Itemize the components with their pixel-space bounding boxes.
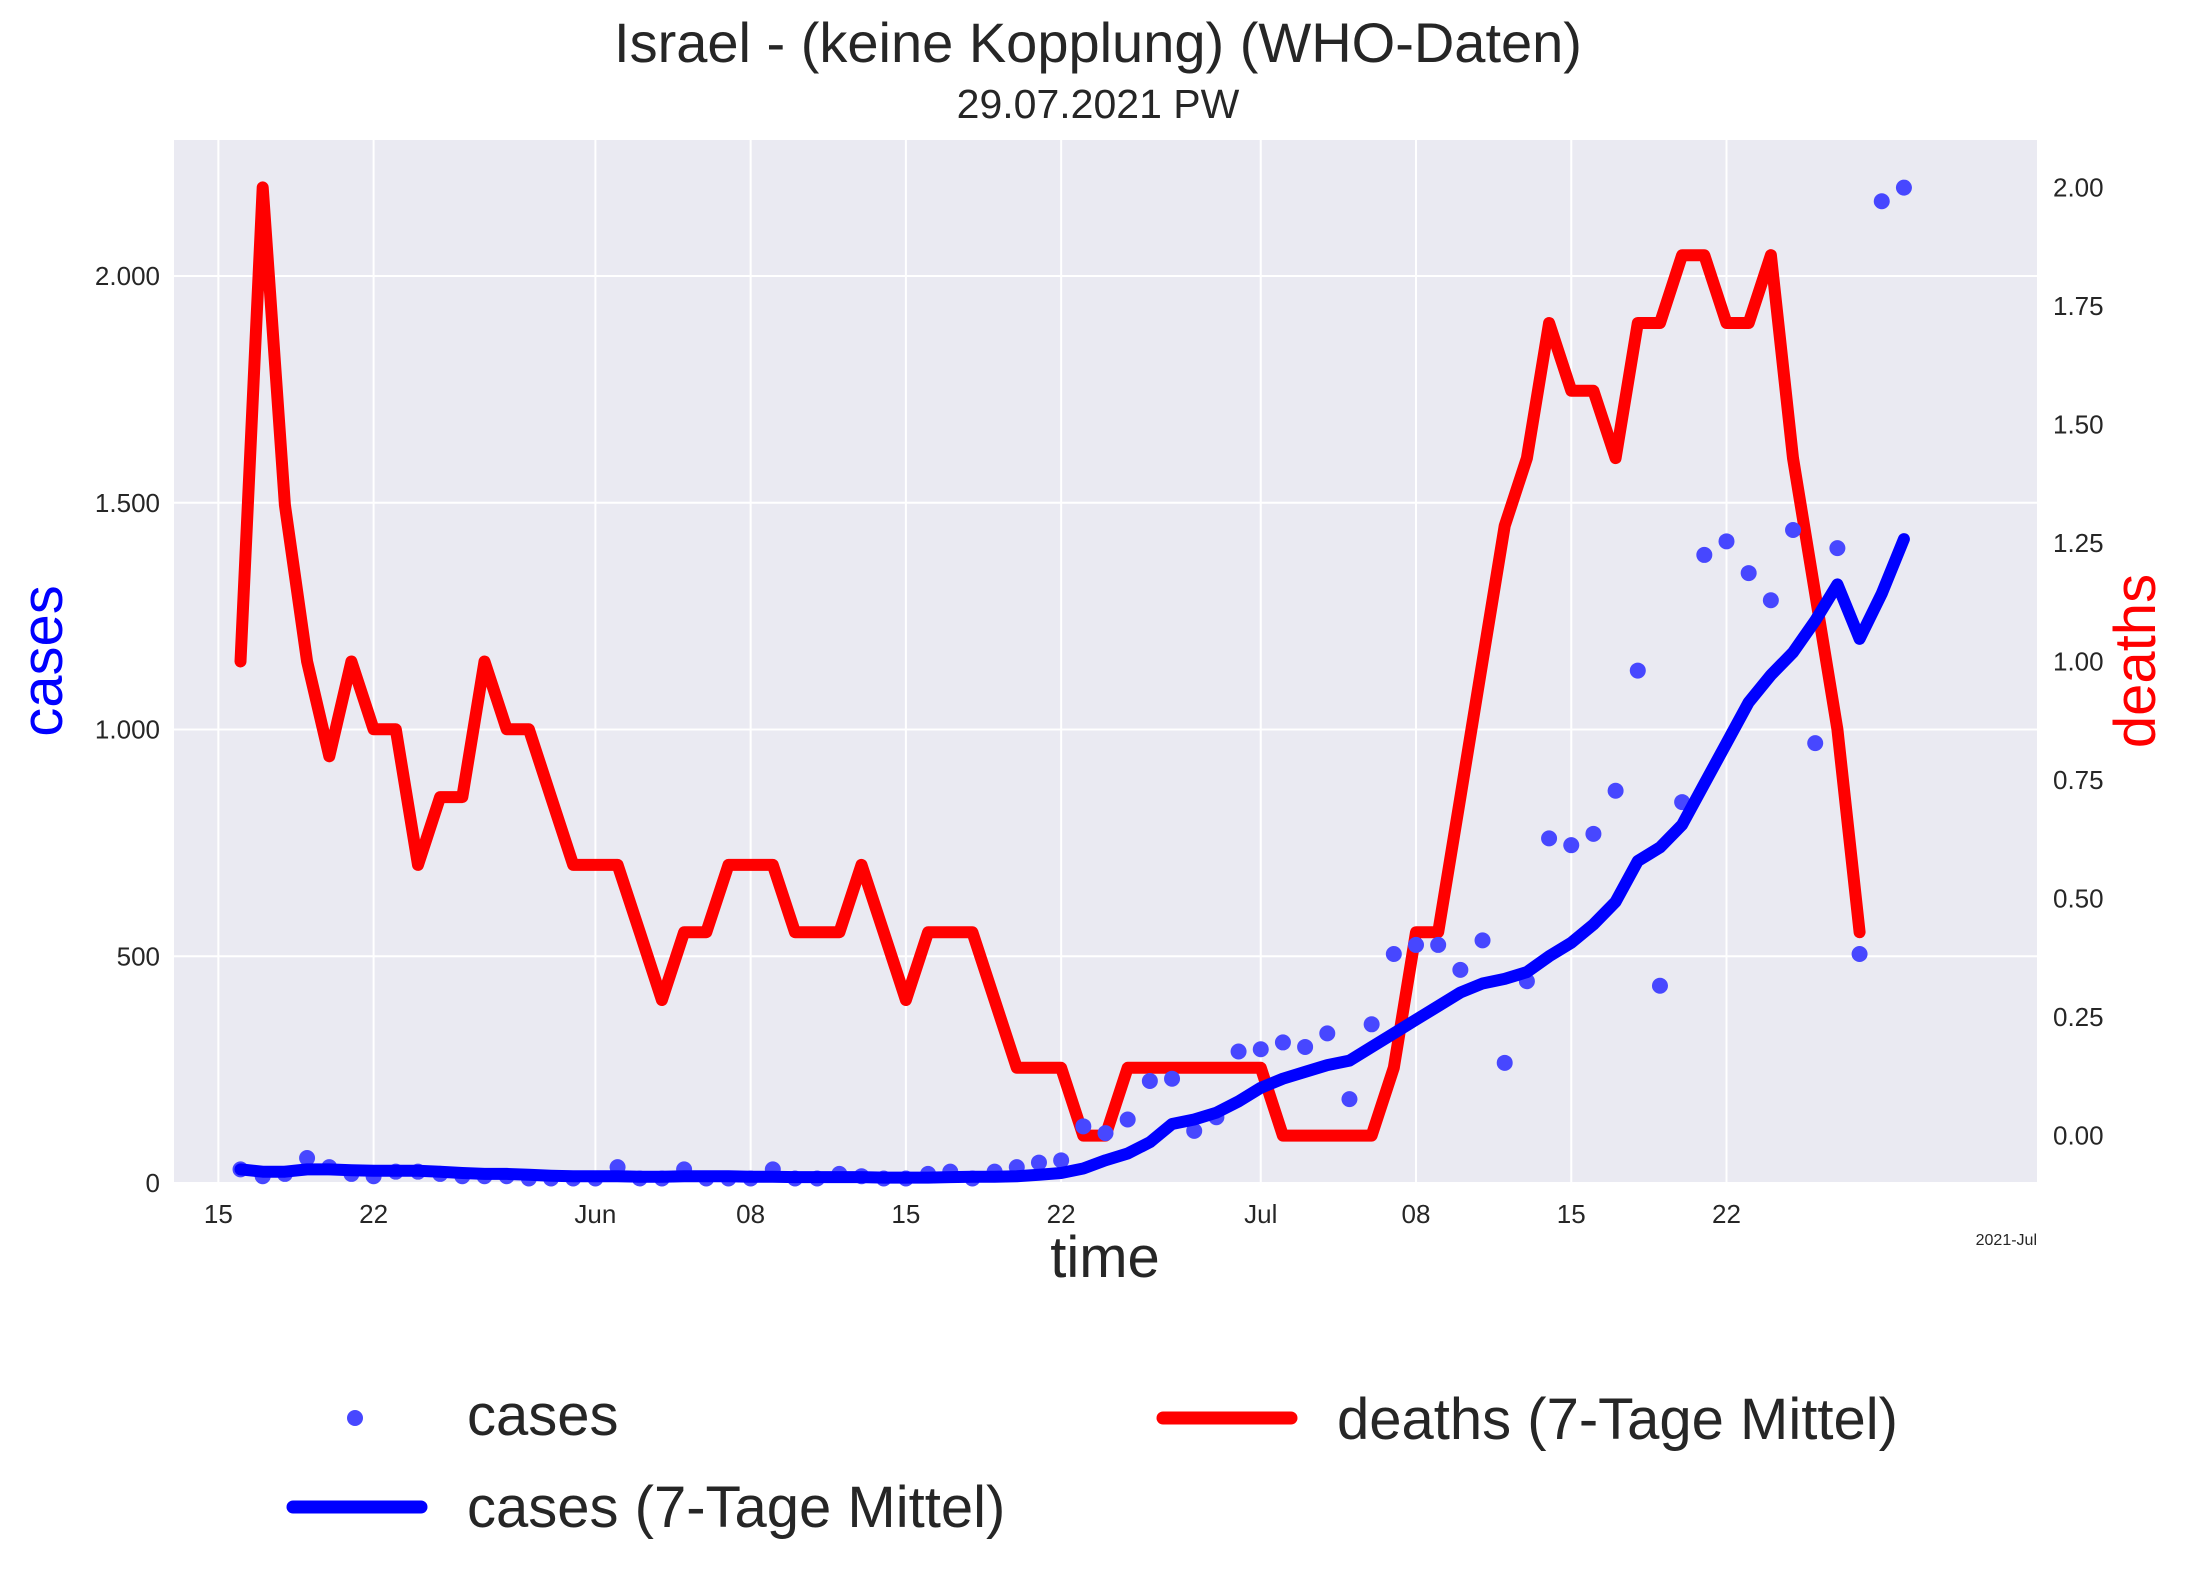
y-axis-label-right: deaths xyxy=(2103,574,2168,748)
cases-point xyxy=(1230,1043,1247,1060)
cases-point xyxy=(1385,945,1402,962)
x-tick-labels: 15 22 Jun 08 15 22 Jul 08 15 22 xyxy=(204,1199,1741,1229)
cases-point xyxy=(1895,179,1912,196)
y-tick-label-right: 1.75 xyxy=(2053,291,2104,321)
y-tick-label-right: 0.25 xyxy=(2053,1002,2104,1032)
y-tick-labels-right: 0.00 0.25 0.50 0.75 1.00 1.25 1.50 1.75 2.00 xyxy=(2053,172,2104,1150)
y-tick-label-right: 0.75 xyxy=(2053,765,2104,795)
y-tick-label-right: 0.50 xyxy=(2053,884,2104,914)
cases-point xyxy=(1430,936,1447,953)
chart-title: Israel - (keine Kopplung) (WHO-Daten) xyxy=(614,11,1582,74)
legend-cases-avg-label: cases (7-Tage Mittel) xyxy=(467,1475,1005,1540)
y-tick-label-right: 1.00 xyxy=(2053,647,2104,677)
y-tick-labels-left: 0 500 1.000 1.500 2.000 xyxy=(95,261,160,1198)
y-tick-label-right: 1.50 xyxy=(2053,409,2104,439)
chart-subtitle: 29.07.2021 PW xyxy=(957,81,1240,127)
legend-deaths-avg-label: deaths (7-Tage Mittel) xyxy=(1337,1387,1898,1452)
x-tick-label: Jun xyxy=(574,1199,616,1229)
x-tick-label: 08 xyxy=(736,1199,765,1229)
cases-point xyxy=(1141,1072,1158,1089)
cases-point xyxy=(1563,837,1580,854)
y-tick-label-right: 0.00 xyxy=(2053,1121,2104,1151)
y-tick-label-right: 1.25 xyxy=(2053,528,2104,558)
y-tick-label-left: 1.500 xyxy=(95,488,160,518)
cases-point xyxy=(1651,977,1668,994)
x-tick-label: Jul xyxy=(1244,1199,1277,1229)
cases-point xyxy=(1297,1038,1314,1055)
x-tick-label: 22 xyxy=(359,1199,388,1229)
y-tick-label-left: 500 xyxy=(117,941,160,971)
cases-point xyxy=(1629,662,1646,679)
legend-cases-label: cases xyxy=(467,1383,619,1448)
x-tick-label: 08 xyxy=(1402,1199,1431,1229)
cases-point xyxy=(1363,1016,1380,1033)
cases-point xyxy=(299,1150,316,1167)
cases-point xyxy=(1075,1118,1092,1135)
cases-point xyxy=(1319,1025,1336,1042)
cases-point xyxy=(1762,592,1779,609)
x-tick-label: 22 xyxy=(1047,1199,1076,1229)
cases-point xyxy=(1274,1034,1291,1051)
cases-point xyxy=(1873,193,1890,210)
cases-point xyxy=(1474,932,1491,949)
cases-point xyxy=(1541,830,1558,847)
cases-point xyxy=(1053,1152,1070,1169)
series-layer xyxy=(232,179,1912,1187)
x-axis-label: time xyxy=(1050,1225,1160,1290)
cases-point xyxy=(1164,1070,1181,1087)
cases-point xyxy=(1807,735,1824,752)
y-axis-label-left: cases xyxy=(10,585,75,737)
cases-point xyxy=(1740,565,1757,582)
cases-point xyxy=(1696,546,1713,563)
cases-point xyxy=(1186,1122,1203,1139)
y-tick-label-left: 2.000 xyxy=(95,261,160,291)
x-tick-label: 15 xyxy=(1557,1199,1586,1229)
series-cases-7day-line xyxy=(234,533,1910,1184)
cases-point xyxy=(1252,1041,1269,1058)
grid xyxy=(174,140,2037,1184)
cases-point xyxy=(1097,1125,1114,1142)
cases-point xyxy=(1119,1111,1136,1128)
cases-point xyxy=(1341,1091,1358,1108)
cases-point xyxy=(1607,782,1624,799)
cases-point xyxy=(1496,1054,1513,1071)
cases-point xyxy=(1408,936,1424,953)
x-tick-label: 15 xyxy=(204,1199,233,1229)
y-tick-label-left: 0 xyxy=(146,1168,160,1198)
legend: cases cases (7-Tage Mittel) deaths (7-Ta… xyxy=(286,1383,1898,1540)
x-tick-label: 15 xyxy=(891,1199,920,1229)
x-tick-label: 22 xyxy=(1712,1199,1741,1229)
cases-point xyxy=(1829,540,1846,557)
y-tick-label-left: 1.000 xyxy=(95,715,160,745)
cases-point xyxy=(1718,533,1735,550)
cases-point xyxy=(1452,961,1469,978)
cases-point xyxy=(1030,1154,1047,1171)
cases-point xyxy=(1785,521,1802,538)
cases-point xyxy=(1585,825,1602,842)
series-deaths-7day-line xyxy=(234,181,1866,1142)
legend-cases-marker xyxy=(347,1410,363,1426)
x-offset-label: 2021-Jul xyxy=(1976,1232,2037,1249)
y-tick-label-right: 2.00 xyxy=(2053,172,2104,202)
cases-point xyxy=(1851,945,1868,962)
